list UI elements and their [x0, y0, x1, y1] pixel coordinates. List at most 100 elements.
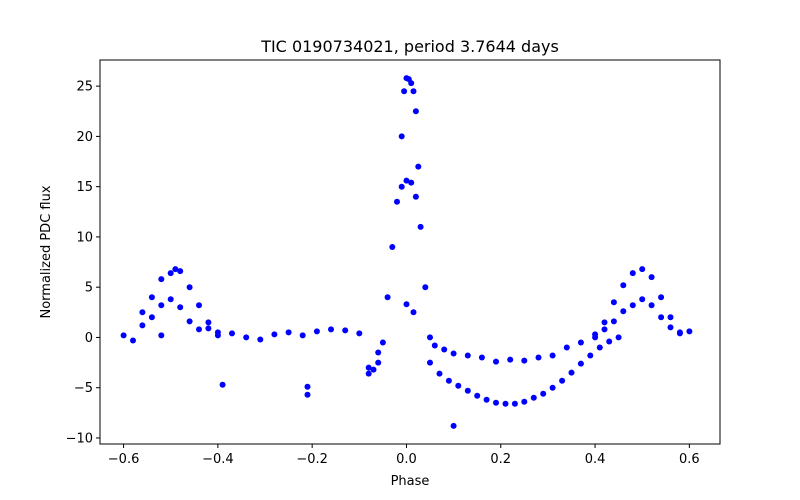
data-point	[658, 294, 665, 301]
data-point	[502, 400, 509, 407]
y-tick-label: −10	[66, 431, 93, 446]
data-point	[365, 370, 372, 377]
data-point	[483, 396, 490, 403]
data-point	[403, 177, 410, 184]
data-point	[493, 358, 499, 365]
data-point	[568, 369, 575, 376]
data-point	[370, 366, 377, 373]
data-point	[667, 314, 674, 321]
data-point	[219, 381, 226, 388]
data-point	[257, 336, 264, 343]
data-point	[431, 342, 438, 349]
data-point	[410, 88, 417, 95]
y-axis: −10 −5 0 5 10 15 20 25	[66, 80, 100, 446]
data-point	[587, 352, 594, 359]
data-point	[356, 330, 363, 337]
data-point	[379, 339, 386, 346]
data-point	[196, 326, 202, 333]
data-point	[304, 391, 311, 398]
data-point	[408, 80, 415, 87]
data-point	[521, 357, 528, 364]
axes-frame	[99, 59, 721, 445]
data-point	[648, 274, 655, 281]
data-point	[205, 325, 212, 332]
data-point	[629, 302, 636, 309]
data-point	[676, 329, 683, 336]
data-point	[389, 244, 396, 250]
x-tick-label: −0.2	[296, 452, 328, 467]
data-point	[620, 308, 627, 315]
y-tick-label: 20	[76, 130, 93, 145]
data-point	[549, 352, 556, 359]
plot-area: −0.6 −0.4 −0.2 0.0 0.2 0.4 0.6 −10 −5 0 5 10 15 20 25	[66, 59, 721, 467]
data-point	[615, 334, 622, 341]
y-axis-label: Normalized PDC flux	[39, 185, 54, 318]
y-tick-label: 5	[85, 281, 93, 296]
data-point	[629, 270, 636, 277]
data-point	[648, 302, 655, 309]
data-point	[530, 394, 537, 401]
data-point	[422, 284, 429, 291]
data-point	[139, 309, 146, 316]
data-point	[214, 329, 221, 336]
x-axis-label: Phase	[391, 474, 430, 489]
data-point	[464, 352, 471, 359]
data-point	[441, 346, 448, 353]
x-tick-label: 0.2	[490, 452, 511, 467]
data-point	[375, 359, 382, 366]
data-point	[304, 383, 311, 390]
data-point	[417, 223, 424, 230]
data-point	[540, 390, 547, 397]
data-point	[398, 183, 405, 190]
data-point	[610, 299, 617, 306]
data-point	[535, 354, 542, 361]
x-tick-label: −0.6	[108, 452, 140, 467]
data-point	[427, 359, 433, 366]
data-point	[577, 360, 584, 367]
data-point	[436, 370, 443, 377]
y-tick-label: 10	[76, 230, 93, 245]
data-point	[427, 334, 433, 341]
y-tick-label: 15	[76, 180, 93, 195]
data-point	[158, 332, 165, 339]
data-point	[285, 329, 292, 336]
data-points	[120, 75, 693, 429]
data-point	[299, 332, 306, 339]
x-tick-label: 0.6	[679, 452, 700, 467]
data-point	[186, 284, 193, 291]
data-point	[148, 294, 155, 301]
data-point	[398, 133, 405, 140]
data-point	[658, 314, 665, 321]
data-point	[365, 364, 372, 371]
data-point	[120, 332, 127, 339]
data-point	[606, 338, 613, 345]
data-point	[328, 326, 334, 333]
data-point	[521, 398, 528, 405]
data-point	[196, 302, 202, 309]
data-point	[394, 198, 400, 205]
data-point	[667, 324, 674, 331]
data-point	[577, 339, 584, 346]
data-point	[130, 337, 136, 344]
data-point	[342, 327, 349, 334]
data-point	[401, 88, 408, 95]
data-point	[511, 400, 518, 407]
data-point	[167, 296, 174, 303]
x-tick-label: −0.4	[202, 452, 234, 467]
data-point	[177, 268, 184, 275]
data-point	[172, 266, 179, 273]
data-point	[412, 108, 419, 115]
x-axis: −0.6 −0.4 −0.2 0.0 0.2 0.4 0.6	[108, 444, 700, 467]
data-point	[158, 276, 165, 283]
data-point	[148, 314, 155, 321]
data-point	[601, 326, 608, 333]
chart-title: TIC 0190734021, period 3.7644 days	[260, 37, 559, 56]
data-point	[445, 377, 452, 384]
data-point	[686, 328, 693, 335]
data-point	[601, 319, 608, 326]
data-point	[403, 301, 410, 308]
data-point	[375, 349, 382, 356]
data-point	[592, 331, 599, 338]
data-point	[493, 399, 499, 406]
